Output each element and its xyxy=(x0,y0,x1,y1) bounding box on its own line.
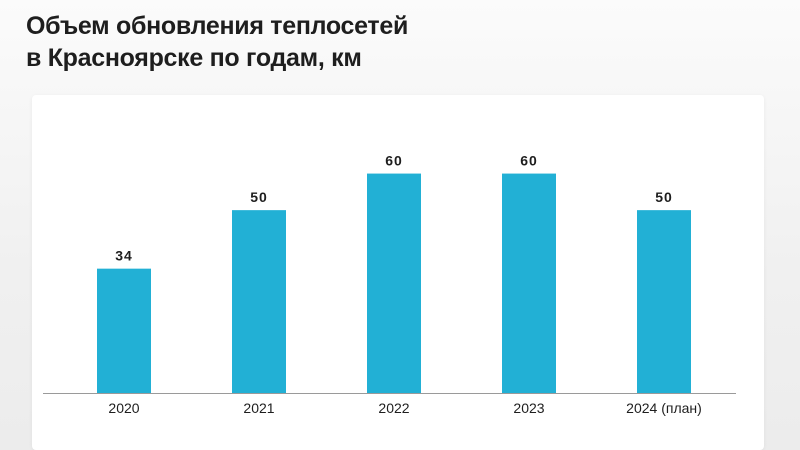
data-label: 34 xyxy=(115,248,133,264)
chart-title-line-2: в Красноярске по годам, км xyxy=(26,44,362,72)
chart-card: 34 2020 50 2021 60 2022 60 2023 50 2024 (план) xyxy=(32,95,764,450)
bar xyxy=(502,173,556,393)
data-label: 50 xyxy=(655,189,673,205)
data-label: 60 xyxy=(520,153,538,169)
bar xyxy=(97,268,151,393)
x-tick-label: 2024 (план) xyxy=(626,400,702,416)
data-label: 50 xyxy=(250,189,268,205)
x-tick-label: 2022 xyxy=(378,400,409,416)
x-tick-label: 2023 xyxy=(513,400,544,416)
x-tick-label: 2020 xyxy=(108,400,139,416)
bar xyxy=(367,173,421,393)
bar xyxy=(232,210,286,393)
data-label: 60 xyxy=(385,153,403,169)
chart-title: Объем обновления теплосетей в Красноярск… xyxy=(26,10,408,74)
chart-title-line-1: Объем обновления теплосетей xyxy=(26,12,409,40)
bar-chart: 34 2020 50 2021 60 2022 60 2023 50 2024 (план) xyxy=(43,153,736,416)
x-tick-label: 2021 xyxy=(243,400,274,416)
bar xyxy=(637,210,691,393)
